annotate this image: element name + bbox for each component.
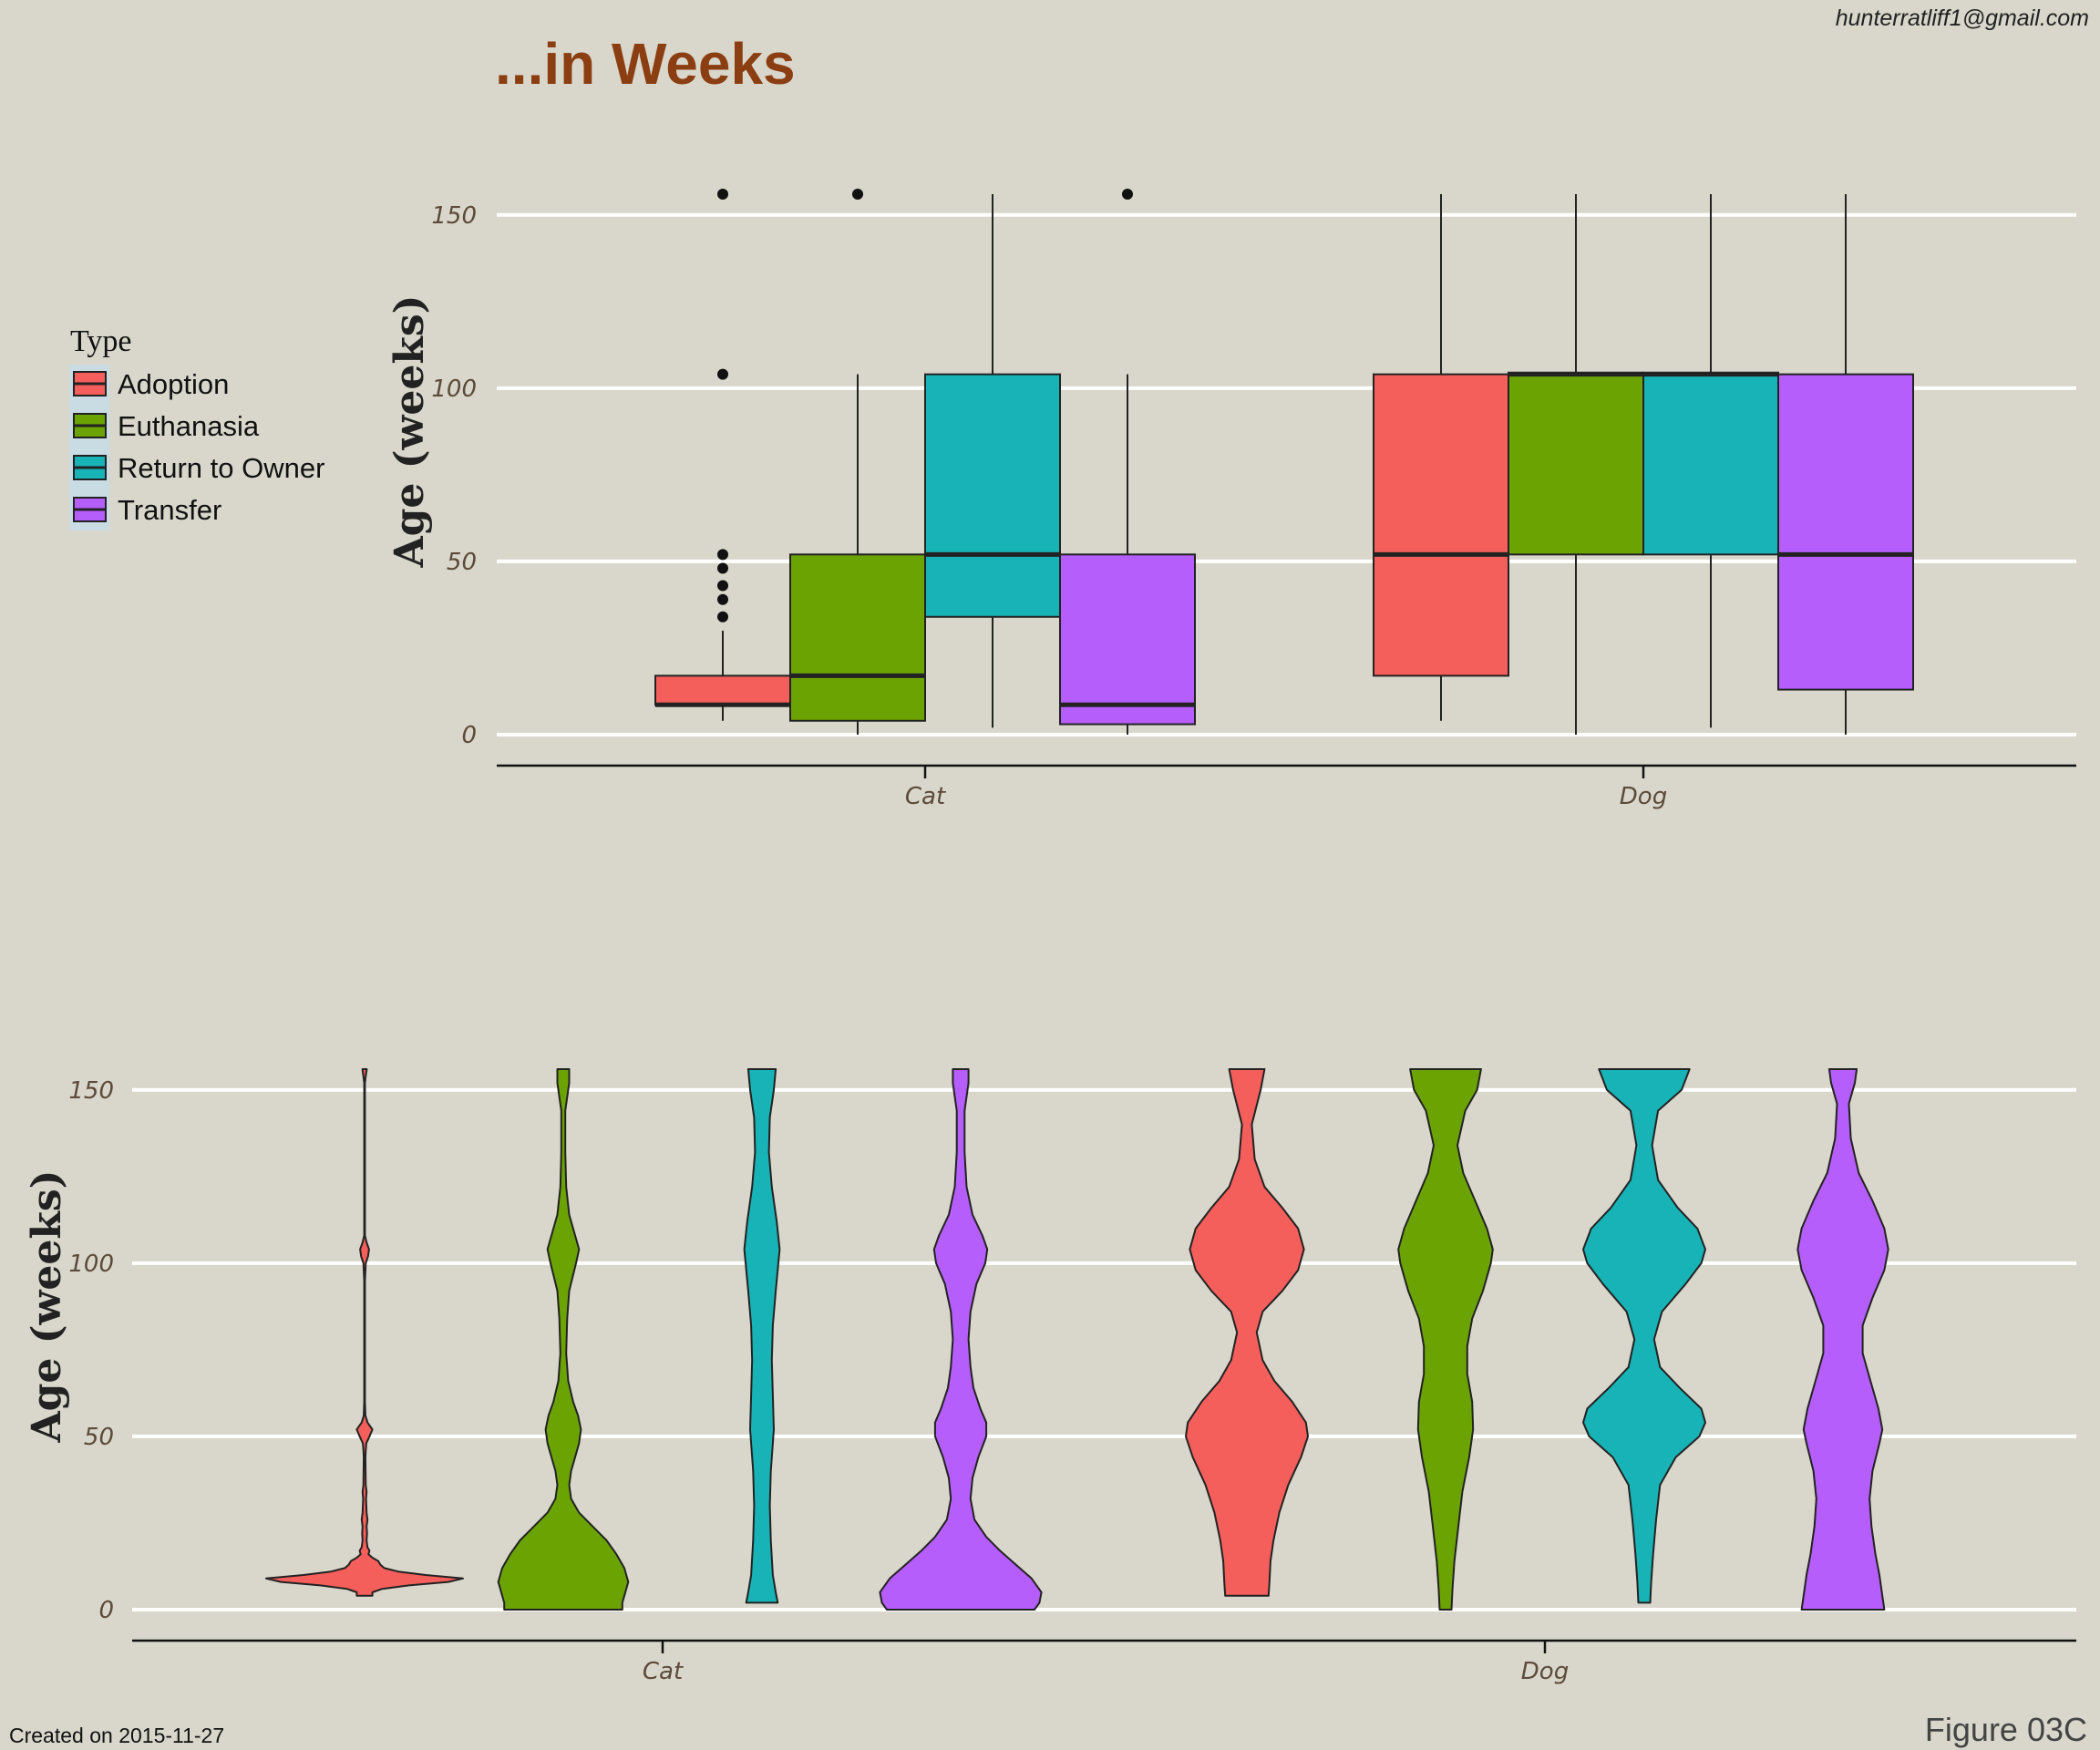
box-outlier-adoption-cat-4 — [717, 549, 728, 561]
box-outlier-adoption-cat-6 — [717, 189, 728, 200]
created-date: Created on 2015-11-27 — [9, 1724, 224, 1747]
box-outlier-adoption-cat-3 — [717, 562, 728, 574]
box-euthanasia-cat — [789, 553, 926, 722]
violin-adoption-cat — [265, 1068, 464, 1597]
top-chart-title: ...in Weeks — [495, 31, 796, 97]
box-outlier-adoption-cat-5 — [717, 368, 728, 380]
legend-label-1: Euthanasia — [118, 410, 260, 442]
violin-x-tick-1: Dog — [1521, 1658, 1569, 1685]
box-outlier-adoption-cat-2 — [717, 580, 728, 592]
legend-label-0: Adoption — [118, 368, 229, 400]
box-outlier-euthanasia-cat-0 — [852, 189, 863, 200]
legend-title: Type — [70, 324, 132, 358]
legend-label-3: Transfer — [118, 494, 221, 526]
box-return-to-owner-cat — [924, 373, 1061, 618]
box-outlier-adoption-cat-1 — [717, 593, 728, 605]
boxplot-y-tick-1: 50 — [447, 549, 477, 576]
violin-return-to-owner-dog — [1582, 1068, 1706, 1604]
violin-euthanasia-dog — [1397, 1068, 1494, 1611]
violin-y-tick-1: 50 — [84, 1424, 114, 1451]
violin-y-axis-label: Age (weeks) — [24, 1170, 70, 1444]
violin-euthanasia-cat — [497, 1068, 630, 1611]
boxplot-x-tick-0: Cat — [905, 783, 946, 810]
violin-adoption-dog — [1185, 1068, 1309, 1597]
legend-label-2: Return to Owner — [118, 452, 324, 484]
box-adoption-cat — [654, 674, 791, 706]
boxplot-y-tick-0: 0 — [461, 722, 477, 749]
violin-y-tick-3: 150 — [68, 1077, 114, 1105]
violin-panel: 0 50 100 150 Cat Dog — [68, 1068, 2076, 1685]
boxplot-x-tick-1: Dog — [1620, 783, 1667, 810]
violin-y-tick-2: 100 — [68, 1251, 114, 1278]
box-adoption-dog — [1373, 373, 1509, 677]
figure-label: Figure 03C — [1925, 1711, 2087, 1748]
violin-return-to-owner-cat — [743, 1068, 781, 1604]
boxplot-y-tick-2: 100 — [431, 376, 477, 403]
violin-transfer-dog — [1796, 1068, 1889, 1611]
box-euthanasia-dog — [1508, 371, 1644, 556]
box-return-to-owner-dog — [1642, 371, 1779, 556]
violin-y-tick-0: 0 — [98, 1597, 114, 1624]
boxplot-y-axis-label: Age (weeks) — [386, 295, 433, 569]
box-outlier-transfer-cat-0 — [1122, 189, 1133, 200]
box-transfer-cat — [1059, 553, 1196, 726]
boxplot-panel: 0 50 100 150 Cat Dog — [431, 189, 2076, 810]
violin-transfer-cat — [879, 1068, 1043, 1611]
violin-x-tick-0: Cat — [643, 1658, 684, 1685]
legend: Type Adoption Euthanasia Return to Owner Tr… — [69, 324, 324, 530]
boxplot-y-tick-3: 150 — [431, 202, 477, 230]
box-outlier-adoption-cat-0 — [717, 611, 728, 623]
author-email: hunterratliff1@gmail.com — [1836, 5, 2089, 31]
box-transfer-dog — [1777, 373, 1914, 691]
